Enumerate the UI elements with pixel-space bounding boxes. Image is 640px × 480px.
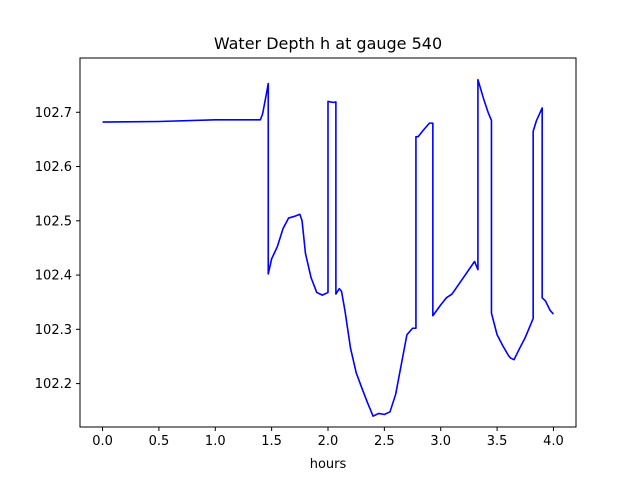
x-axis-ticks: 0.0 0.5 1.0 1.5 2.0 2.5 3.0 3.5 4.0 <box>92 427 564 449</box>
x-tick-label: 3.5 <box>487 434 508 449</box>
y-tick-label: 102.3 <box>35 323 72 338</box>
x-tick-label: 2.0 <box>318 434 339 449</box>
chart-title: Water Depth h at gauge 540 <box>214 34 442 53</box>
x-tick-label: 3.0 <box>430 434 451 449</box>
x-tick-label: 1.0 <box>205 434 226 449</box>
x-tick-label: 2.5 <box>374 434 395 449</box>
x-axis-label: hours <box>310 457 347 472</box>
y-axis-ticks: 102.2 102.3 102.4 102.5 102.6 102.7 <box>35 106 80 392</box>
y-tick-label: 102.5 <box>35 214 72 229</box>
x-tick-label: 0.5 <box>149 434 170 449</box>
series-layer <box>102 78 555 417</box>
x-tick-label: 1.5 <box>261 434 282 449</box>
y-tick-label: 102.2 <box>35 377 72 392</box>
x-tick-label: 0.0 <box>92 434 113 449</box>
y-tick-label: 102.6 <box>35 160 72 175</box>
series-line-0 <box>102 78 555 417</box>
x-tick-label: 4.0 <box>543 434 564 449</box>
y-tick-label: 102.7 <box>35 106 72 121</box>
y-tick-label: 102.4 <box>35 269 72 284</box>
